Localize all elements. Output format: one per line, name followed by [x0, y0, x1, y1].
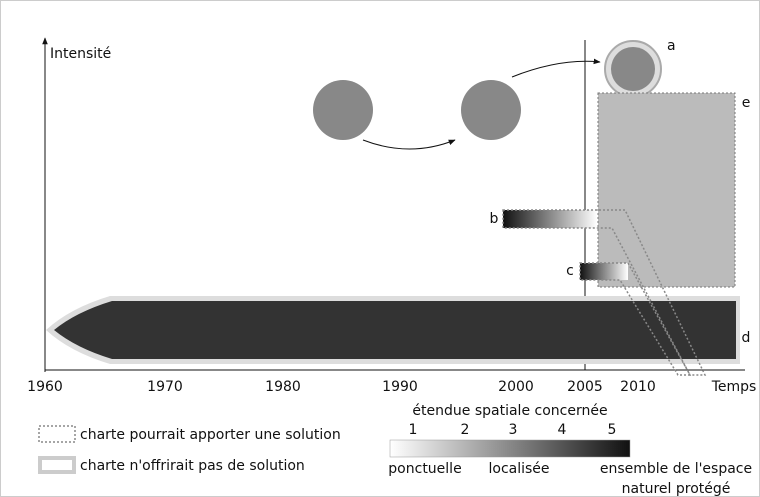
legend-text: charte n'offrirait pas de solution [80, 458, 305, 474]
arrow [511, 58, 601, 78]
x-tick: 1960 [27, 379, 63, 395]
circle [461, 80, 521, 140]
circle [313, 80, 373, 140]
scale-level: 5 [608, 422, 617, 438]
x-label: Temps [711, 379, 757, 395]
scale-bar [389, 439, 631, 458]
bar-c-outline [579, 262, 692, 376]
label-a: a [667, 38, 676, 54]
legend-dotted [38, 425, 76, 443]
x-tick: 1990 [382, 379, 418, 395]
x-tick: 1970 [147, 379, 183, 395]
scale-level: 4 [558, 422, 567, 438]
x-tick: 2000 [498, 379, 534, 395]
scale-title: étendue spatiale concernée [412, 403, 607, 419]
label-c: c [566, 263, 574, 279]
scale-level: 2 [461, 422, 470, 438]
scale-low: ponctuelle [388, 461, 461, 477]
area-e [597, 92, 736, 288]
arrow [362, 139, 456, 150]
scale-mid: localisée [488, 461, 549, 477]
band-d [54, 301, 736, 359]
scale-high: naturel protégé [622, 481, 731, 497]
x-tick: 2010 [620, 379, 656, 395]
label-b: b [490, 211, 499, 227]
x-tick: 1980 [265, 379, 301, 395]
label-e: e [742, 95, 751, 111]
scale-level: 3 [509, 422, 518, 438]
legend-text: charte pourrait apporter une solution [80, 427, 341, 443]
x-tick: 2005 [567, 379, 603, 395]
scale-high: ensemble de l'espace [600, 461, 752, 477]
bar-c [580, 263, 628, 280]
label-d: d [742, 330, 751, 346]
circle-a [611, 47, 655, 91]
legend-solid [38, 456, 76, 474]
scale-level: 1 [409, 422, 418, 438]
bar-b [503, 210, 597, 228]
y-label: Intensité [50, 46, 111, 62]
